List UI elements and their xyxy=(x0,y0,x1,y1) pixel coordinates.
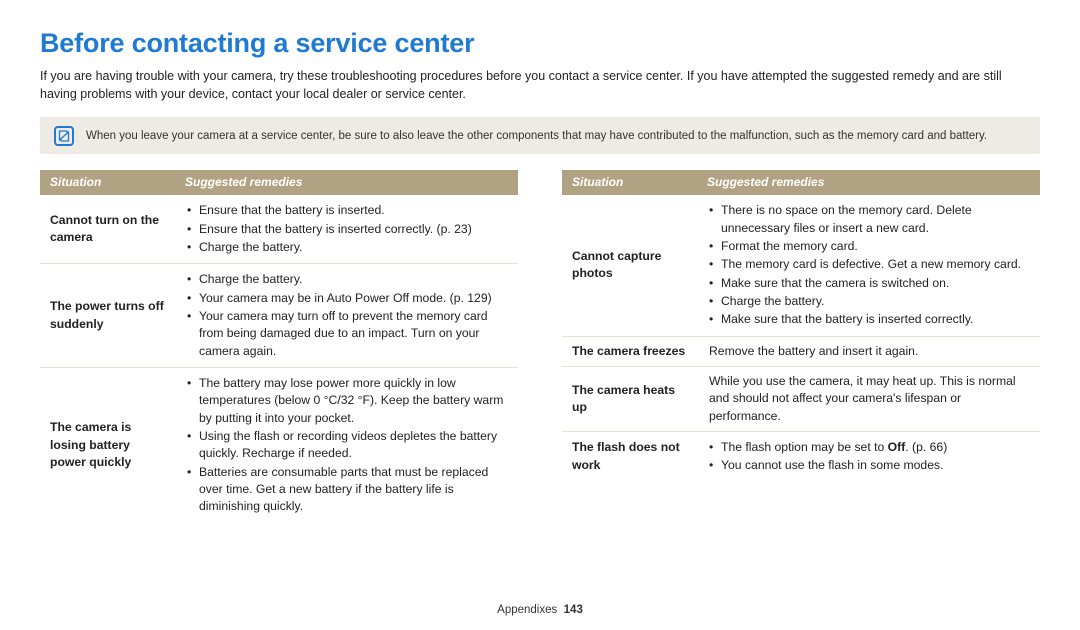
remedy-item: Ensure that the battery is inserted corr… xyxy=(185,221,510,238)
remedy-item: The battery may lose power more quickly … xyxy=(185,375,510,427)
situation-cell: The power turns off suddenly xyxy=(40,264,175,368)
remedy-item: Your camera may turn off to prevent the … xyxy=(185,308,510,360)
remedy-item: Charge the battery. xyxy=(185,239,510,256)
table-row: Cannot capture photos There is no space o… xyxy=(562,195,1040,336)
note-icon xyxy=(54,126,74,146)
situation-cell: The camera freezes xyxy=(562,336,697,366)
remedy-item: The flash option may be set to Off. (p. … xyxy=(707,439,1032,456)
col-header-situation: Situation xyxy=(40,170,175,195)
left-column: Situation Suggested remedies Cannot turn… xyxy=(40,170,518,522)
situation-cell: The camera heats up xyxy=(562,366,697,431)
manual-page: Before contacting a service center If yo… xyxy=(0,0,1080,630)
table-row: The camera heats upWhile you use the cam… xyxy=(562,366,1040,431)
situation-cell: Cannot turn on the camera xyxy=(40,195,175,263)
remedy-item: Ensure that the battery is inserted. xyxy=(185,202,510,219)
footer-page-number: 143 xyxy=(564,604,583,616)
remedy-item: Make sure that the battery is inserted c… xyxy=(707,311,1032,328)
remedy-cell: Charge the battery. Your camera may be in… xyxy=(175,264,518,368)
remedy-item: You cannot use the flash in some modes. xyxy=(707,457,1032,474)
table-row: The power turns off suddenlyCharge the b… xyxy=(40,264,518,368)
col-header-remedies: Suggested remedies xyxy=(175,170,518,195)
remedy-item: Batteries are consumable parts that must… xyxy=(185,464,510,516)
page-footer: Appendixes 143 xyxy=(0,604,1080,616)
table-row: The camera freezes Remove the battery and… xyxy=(562,336,1040,366)
remedy-item: There is no space on the memory card. De… xyxy=(707,202,1032,237)
remedy-item: Charge the battery. xyxy=(707,293,1032,310)
remedy-item: Make sure that the camera is switched on… xyxy=(707,275,1032,292)
note-text: When you leave your camera at a service … xyxy=(86,125,987,145)
remedy-item: Format the memory card. xyxy=(707,238,1032,255)
remedy-cell: The flash option may be set to Off. (p. … xyxy=(697,431,1040,481)
table-row: The camera is losing battery power quick… xyxy=(40,367,518,522)
remedy-cell: There is no space on the memory card. De… xyxy=(697,195,1040,336)
footer-section: Appendixes xyxy=(497,604,557,616)
remedy-cell: Remove the battery and insert it again. xyxy=(697,336,1040,366)
remedy-list: The battery may lose power more quickly … xyxy=(185,375,510,516)
remedy-item: Using the flash or recording videos depl… xyxy=(185,428,510,463)
col-header-remedies: Suggested remedies xyxy=(697,170,1040,195)
note-callout: When you leave your camera at a service … xyxy=(40,117,1040,154)
intro-text: If you are having trouble with your came… xyxy=(40,67,1040,103)
remedy-item: The memory card is defective. Get a new … xyxy=(707,256,1032,273)
remedy-cell: The battery may lose power more quickly … xyxy=(175,367,518,522)
situation-cell: Cannot capture photos xyxy=(562,195,697,336)
remedy-item: Your camera may be in Auto Power Off mod… xyxy=(185,290,510,307)
situation-cell: The camera is losing battery power quick… xyxy=(40,367,175,522)
remedy-item: Charge the battery. xyxy=(185,271,510,288)
troubleshooting-table-left: Situation Suggested remedies Cannot turn… xyxy=(40,170,518,522)
remedy-text: Remove the battery and insert it again. xyxy=(707,343,1032,360)
situation-cell: The flash does not work xyxy=(562,431,697,481)
remedy-cell: Ensure that the battery is inserted. Ensu… xyxy=(175,195,518,263)
remedy-list: Charge the battery. Your camera may be in… xyxy=(185,271,510,360)
troubleshooting-table-right: Situation Suggested remedies Cannot capt… xyxy=(562,170,1040,481)
remedy-text: While you use the camera, it may heat up… xyxy=(707,373,1032,425)
right-column: Situation Suggested remedies Cannot capt… xyxy=(562,170,1040,522)
remedy-list: There is no space on the memory card. De… xyxy=(707,202,1032,328)
table-row: Cannot turn on the cameraEnsure that the… xyxy=(40,195,518,263)
remedy-list: Ensure that the battery is inserted. Ensu… xyxy=(185,202,510,256)
content-columns: Situation Suggested remedies Cannot turn… xyxy=(40,170,1040,522)
table-row: The flash does not work The flash option … xyxy=(562,431,1040,481)
col-header-situation: Situation xyxy=(562,170,697,195)
remedy-cell: While you use the camera, it may heat up… xyxy=(697,366,1040,431)
remedy-list: The flash option may be set to Off. (p. … xyxy=(707,439,1032,475)
page-title: Before contacting a service center xyxy=(40,28,1040,59)
